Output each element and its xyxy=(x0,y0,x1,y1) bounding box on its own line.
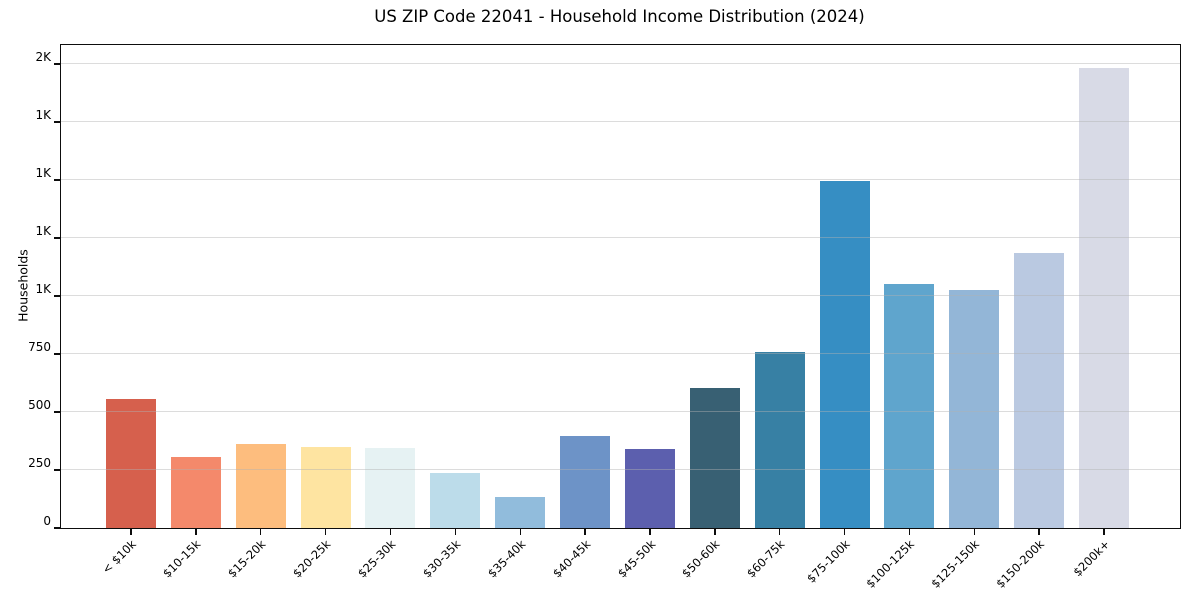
y-tick-mark xyxy=(54,295,60,297)
bar-$15-20k xyxy=(235,443,286,528)
x-tick-label: < $10k xyxy=(99,537,139,577)
bar-$150-200k xyxy=(1014,252,1065,528)
y-tick-mark xyxy=(54,469,60,471)
bar-$50-60k xyxy=(689,387,740,528)
y-tick-mark xyxy=(54,353,60,355)
x-tick-mark xyxy=(779,529,781,535)
x-tick-mark xyxy=(454,529,457,535)
y-tick-mark xyxy=(54,121,60,123)
x-tick-mark xyxy=(1038,529,1040,535)
bar-$100-125k xyxy=(884,284,935,528)
gridline-y-1500 xyxy=(61,179,1180,181)
bar-$20-25k xyxy=(300,446,351,528)
y-tick-mark xyxy=(54,63,60,65)
x-tick-mark xyxy=(714,529,716,535)
x-tick-mark xyxy=(130,529,132,535)
x-tick-label: $200k+ xyxy=(1069,537,1112,580)
x-tick-label: $35-40k xyxy=(484,537,529,581)
chart-title: US ZIP Code 22041 - Household Income Dis… xyxy=(374,7,865,26)
x-tick-label: $75-100k xyxy=(803,537,853,586)
bar-$75-100k xyxy=(819,180,870,528)
gridline-y-500 xyxy=(61,411,1180,413)
plot-area: 0 250 500 750 1K 1K 1K 1K 2K < $10k $10-15k $15-20k… xyxy=(28,44,1181,590)
gridline-y-2000 xyxy=(61,63,1180,65)
x-tick-label: $45-50k xyxy=(614,537,658,581)
bar-$35-40k xyxy=(495,496,546,528)
x-tick-mark xyxy=(389,529,392,535)
y-tick-mark xyxy=(54,411,60,413)
x-tick-mark xyxy=(584,529,586,535)
bar-$60-75k xyxy=(754,351,805,528)
bar-$40-45k xyxy=(560,435,611,528)
x-tick-mark xyxy=(843,529,846,535)
x-tick-label: $50-60k xyxy=(679,537,723,581)
y-tick-label: 1K xyxy=(35,224,51,239)
bar-$25-30k xyxy=(365,448,416,528)
x-tick-mark xyxy=(908,529,911,535)
x-tick-label: $40-45k xyxy=(549,537,593,581)
x-tick-label: $30-35k xyxy=(419,537,464,581)
y-tick-mark xyxy=(54,237,60,239)
y-tick-label: 500 xyxy=(28,398,51,413)
x-tick-label: $60-75k xyxy=(744,537,788,581)
x-tick-mark xyxy=(649,529,651,535)
x-tick-label: $15-20k xyxy=(225,537,269,581)
x-tick-label: $125-150k xyxy=(928,537,983,590)
x-tick-mark xyxy=(260,529,262,535)
x-tick-label: $150-200k xyxy=(993,537,1048,590)
x-tick-label: $10-15k xyxy=(160,537,204,581)
y-tick-label: 1K xyxy=(35,282,51,297)
y-tick-label: 0 xyxy=(43,514,51,528)
gridline-y-1250 xyxy=(61,237,1180,239)
gridline-y-1000 xyxy=(61,295,1180,297)
x-tick-mark xyxy=(195,529,197,535)
x-tick-mark xyxy=(973,529,975,535)
bar-< $10k xyxy=(106,399,156,528)
bar-$10-15k xyxy=(170,456,221,528)
x-tick-mark xyxy=(1103,529,1105,535)
y-axis-label: Households xyxy=(15,249,31,322)
gridline-y-1750 xyxy=(61,121,1180,123)
x-tick-label: $20-25k xyxy=(290,537,334,581)
y-tick-label: 1K xyxy=(35,166,51,181)
bar-$45-50k xyxy=(624,449,675,528)
gridline-y-250 xyxy=(61,469,1180,471)
x-tick-label: $100-125k xyxy=(863,537,918,590)
bar-$125-150k xyxy=(949,289,1000,528)
bar-$30-35k xyxy=(430,472,481,528)
y-tick-label: 750 xyxy=(28,340,51,355)
y-tick-label: 1K xyxy=(35,108,51,123)
x-tick-mark xyxy=(324,529,327,535)
y-tick-mark xyxy=(54,179,60,181)
gridline-y-750 xyxy=(61,353,1180,355)
bar-$200k+ xyxy=(1079,68,1130,528)
y-tick-label: 250 xyxy=(28,456,51,471)
y-tick-mark xyxy=(54,527,60,529)
x-tick-mark xyxy=(519,529,521,535)
y-tick-label: 2K xyxy=(35,50,51,65)
x-tick-label: $25-30k xyxy=(354,537,399,581)
